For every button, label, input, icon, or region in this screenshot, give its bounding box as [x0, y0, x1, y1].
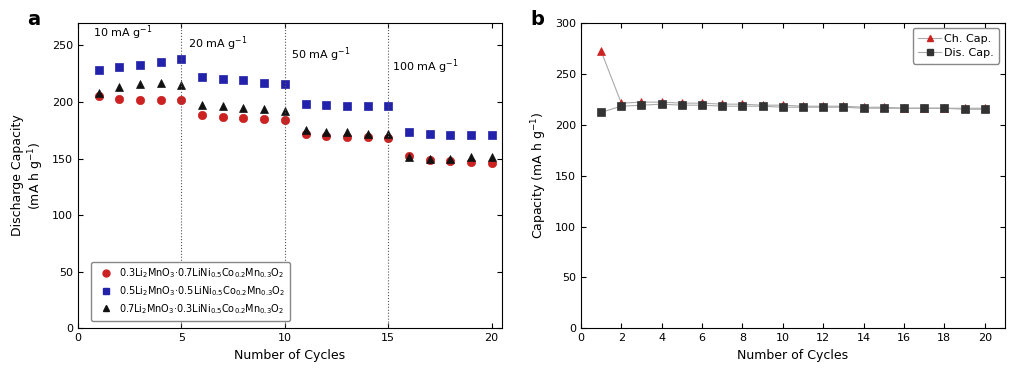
Ch. Cap. [817, 104, 829, 109]
Legend: Ch. Cap., Dis. Cap.: Ch. Cap., Dis. Cap. [913, 28, 1000, 64]
Dis. Cap. [918, 106, 931, 110]
Line: Dis. Cap.: Dis. Cap. [597, 100, 989, 116]
Dis. Cap. [878, 106, 890, 110]
Ch. Cap. [878, 105, 890, 109]
Ch. Cap. [858, 105, 870, 109]
Line: Ch. Cap.: Ch. Cap. [597, 47, 989, 112]
Text: 20 mA g$^{-1}$: 20 mA g$^{-1}$ [188, 34, 247, 53]
Ch. Cap. [655, 100, 668, 104]
Dis. Cap. [655, 102, 668, 106]
Dis. Cap. [696, 103, 708, 107]
Ch. Cap. [898, 106, 910, 110]
Ch. Cap. [938, 106, 950, 110]
Ch. Cap. [776, 103, 788, 107]
Dis. Cap. [595, 110, 608, 115]
Y-axis label: Capacity (mA h g$^{-1}$): Capacity (mA h g$^{-1}$) [529, 112, 550, 239]
Dis. Cap. [776, 105, 788, 109]
Ch. Cap. [918, 106, 931, 110]
Ch. Cap. [696, 101, 708, 106]
Text: b: b [530, 10, 544, 29]
Ch. Cap. [716, 102, 728, 106]
Ch. Cap. [676, 101, 688, 106]
Dis. Cap. [958, 107, 970, 112]
Dis. Cap. [716, 104, 728, 109]
Ch. Cap. [978, 106, 991, 110]
Text: 50 mA g$^{-1}$: 50 mA g$^{-1}$ [291, 46, 351, 64]
Dis. Cap. [757, 104, 769, 109]
Dis. Cap. [737, 104, 749, 109]
Text: a: a [27, 10, 41, 29]
Dis. Cap. [938, 106, 950, 110]
Dis. Cap. [817, 105, 829, 109]
Dis. Cap. [616, 104, 628, 109]
Ch. Cap. [837, 104, 849, 109]
Legend: 0.3Li$_2$MnO$_3$·0.7LiNi$_{0.5}$Co$_{0.2}$Mn$_{0.3}$O$_2$, 0.5Li$_2$MnO$_3$·0.5L: 0.3Li$_2$MnO$_3$·0.7LiNi$_{0.5}$Co$_{0.2… [91, 261, 290, 320]
Dis. Cap. [898, 106, 910, 110]
Ch. Cap. [635, 100, 647, 104]
Ch. Cap. [595, 49, 608, 53]
Ch. Cap. [958, 106, 970, 110]
Dis. Cap. [797, 105, 809, 109]
Ch. Cap. [737, 102, 749, 106]
X-axis label: Number of Cycles: Number of Cycles [738, 349, 848, 362]
Text: 100 mA g$^{-1}$: 100 mA g$^{-1}$ [392, 57, 459, 76]
Ch. Cap. [757, 103, 769, 107]
Dis. Cap. [635, 103, 647, 107]
Dis. Cap. [837, 105, 849, 109]
Ch. Cap. [797, 104, 809, 109]
Ch. Cap. [616, 101, 628, 106]
Text: 10 mA g$^{-1}$: 10 mA g$^{-1}$ [92, 23, 152, 42]
Dis. Cap. [978, 107, 991, 112]
Dis. Cap. [858, 106, 870, 110]
Y-axis label: Discharge Capacity
(mA h g$^{-1}$): Discharge Capacity (mA h g$^{-1}$) [11, 115, 47, 236]
Dis. Cap. [676, 103, 688, 107]
X-axis label: Number of Cycles: Number of Cycles [235, 349, 345, 362]
